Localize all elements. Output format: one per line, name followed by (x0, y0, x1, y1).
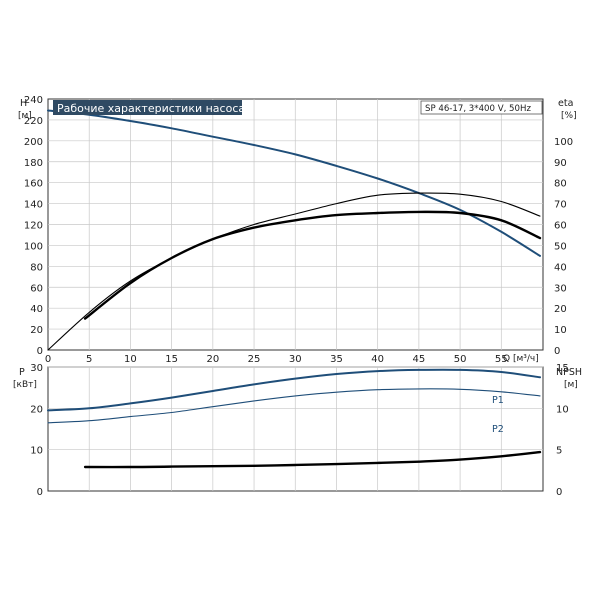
p1-curve (47, 368, 541, 412)
y-left-tick-label: 120 (24, 221, 43, 232)
y-left-tick-label: 80 (30, 262, 43, 273)
chart-subtitle: SP 46-17, 3*400 V, 50Hz (425, 104, 531, 114)
p-tick-label: 10 (30, 446, 43, 457)
tick-labels: 0 5 10 15 20 25 30 35 40 45 50 55020406080100120140… (24, 95, 573, 498)
y-left-tick-label: 160 (24, 179, 43, 190)
y-right-tick-label: 30 (554, 283, 567, 294)
head-curve (47, 109, 541, 257)
y-right-label: eta (558, 98, 573, 109)
npsh-curve (83, 450, 542, 469)
x-tick-label: 10 (124, 354, 137, 365)
y-right-tick-label: 70 (554, 200, 567, 211)
y-left-tick-label: 140 (24, 200, 43, 211)
series-label-p1: P1 (492, 395, 504, 406)
npsh-tick-label: 5 (556, 446, 562, 457)
chart-title-box (53, 100, 242, 115)
y-left-tick-label: 240 (24, 95, 43, 106)
x-tick-label: 50 (454, 354, 467, 365)
npsh-axis-label: NPSH (556, 367, 582, 378)
x-tick-label: 5 (86, 354, 92, 365)
y-left-tick-label: 20 (30, 325, 43, 336)
y-left-tick-label: 0 (37, 346, 43, 357)
y-right-tick-label: 60 (554, 221, 567, 232)
p2-curve (47, 388, 541, 424)
chart-subtitle-box (420, 100, 543, 115)
series-label-p2: P2 (492, 424, 504, 435)
x-tick-label: 20 (206, 354, 219, 365)
x-tick-label: 55 (495, 354, 508, 365)
npsh-tick-label: 15 (556, 363, 569, 374)
x-tick-label: 40 (371, 354, 384, 365)
curve-layer (47, 109, 542, 469)
y-right-tick-label: 90 (554, 158, 567, 169)
x-tick-label: 25 (248, 354, 261, 365)
y-right-tick-label: 40 (554, 262, 567, 273)
y-right-tick-label: 0 (554, 346, 560, 357)
x-tick-label: 30 (289, 354, 302, 365)
y-left-tick-label: 60 (30, 283, 43, 294)
y-left-tick-label: 100 (24, 241, 43, 252)
y-left-label: H (20, 98, 27, 109)
grid-layer (48, 99, 543, 491)
npsh-tick-label: 0 (556, 487, 562, 498)
x-tick-label: 35 (330, 354, 343, 365)
y-right-unit: [%] (561, 111, 577, 121)
y-left-tick-label: 200 (24, 137, 43, 148)
p-axis-label: P (19, 367, 25, 378)
npsh-axis-unit: [м] (564, 380, 578, 390)
y-right-tick-label: 50 (554, 241, 567, 252)
p-axis-unit: [кВт] (13, 380, 37, 390)
y-left-tick-label: 180 (24, 158, 43, 169)
chart-title: Рабочие характеристики насоса (57, 102, 245, 115)
p-tick-label: 0 (37, 487, 43, 498)
x-tick-label: 0 (45, 354, 51, 365)
y-right-tick-label: 80 (554, 179, 567, 190)
y-left-unit: [м] (18, 111, 32, 121)
y-left-tick-label: 220 (24, 116, 43, 127)
efficiency-curve-thin (47, 192, 541, 351)
y-right-tick-label: 10 (554, 325, 567, 336)
y-left-tick-label: 40 (30, 304, 43, 315)
x-tick-label: 15 (165, 354, 178, 365)
p-tick-label: 30 (30, 363, 43, 374)
p-tick-label: 20 (30, 404, 43, 415)
x-axis-label: Q [м³/ч] (503, 354, 539, 364)
x-tick-label: 45 (413, 354, 426, 365)
y-right-tick-label: 20 (554, 304, 567, 315)
npsh-tick-label: 10 (556, 404, 569, 415)
y-right-tick-label: 100 (554, 137, 573, 148)
